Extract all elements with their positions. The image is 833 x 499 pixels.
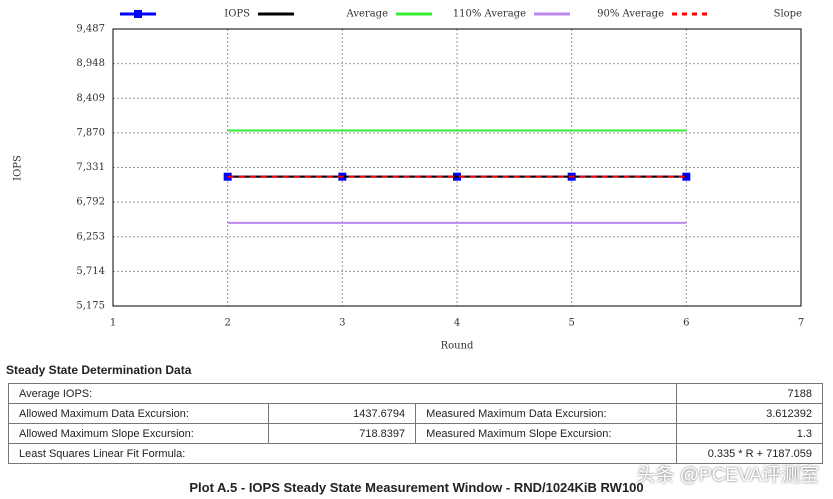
table-row: Allowed Maximum Data Excursion: 1437.6794… <box>7 403 823 424</box>
table-row: Least Squares Linear Fit Formula: 0.335 *… <box>8 443 823 464</box>
x-tick-label: 3 <box>339 318 345 329</box>
y-tick-label: 8,948 <box>76 58 105 69</box>
table-cell: 1.3 <box>675 423 823 444</box>
x-tick-label: 2 <box>224 318 230 329</box>
table-cell: Average IOPS: <box>8 383 677 404</box>
caption: Plot A.5 - IOPS Steady State Measurement… <box>189 480 644 495</box>
table-cell: Allowed Maximum Data Excursion: <box>7 403 270 424</box>
table-cell: Measured Maximum Slope Excursion: <box>415 423 677 444</box>
table-cell: Allowed Maximum Slope Excursion: <box>7 423 270 444</box>
table: Average IOPS: 7188 Allowed Maximum Data Ex… <box>7 383 823 464</box>
y-tick-label: 6,253 <box>76 231 105 242</box>
legend-label: Slope <box>774 9 802 20</box>
y-tick-label: 7,331 <box>76 162 105 173</box>
y-axis-label: IOPS <box>13 155 24 181</box>
x-tick-label: 7 <box>798 318 804 329</box>
table-cell: 3.612392 <box>675 403 823 424</box>
legend-marker <box>134 10 142 18</box>
legend-label: 90% Average <box>597 9 664 20</box>
table-cell: 1437.6794 <box>268 403 417 424</box>
y-tick-label: 5,175 <box>76 301 105 312</box>
table-title: Steady State Determination Data <box>6 363 192 377</box>
x-tick-label: 6 <box>683 318 689 329</box>
table-cell: 718.8397 <box>268 423 417 444</box>
table-row: Average IOPS: 7188 <box>8 383 823 404</box>
x-tick-label: 1 <box>110 318 116 329</box>
table-row: Allowed Maximum Slope Excursion: 718.8397… <box>7 423 823 444</box>
table-cell: Least Squares Linear Fit Formula: <box>8 443 677 464</box>
y-tick-label: 5,714 <box>76 266 105 277</box>
table-cell: 7188 <box>675 383 823 404</box>
y-tick-label: 8,409 <box>76 93 105 104</box>
x-tick-label: 4 <box>454 318 460 329</box>
x-axis-label: Round <box>441 341 474 352</box>
plot-border <box>112 28 802 307</box>
x-tick-label: 5 <box>568 318 574 329</box>
y-tick-label: 9,487 <box>76 24 105 35</box>
table-cell: 0.335 * R + 7187.059 <box>675 443 823 464</box>
y-tick-label: 7,870 <box>76 127 105 138</box>
table-cell: Measured Maximum Data Excursion: <box>415 403 677 424</box>
chart: IOPS Round 5,175 5,714 6,253 6,792 7,331 7,87… <box>13 9 805 352</box>
legend-label: Average <box>346 9 389 20</box>
legend-label: IOPS <box>224 9 250 20</box>
watermark: 头条 @PCEVA评测室 <box>636 465 819 486</box>
y-tick-label: 6,792 <box>76 197 105 208</box>
legend-label: 110% Average <box>453 9 526 20</box>
